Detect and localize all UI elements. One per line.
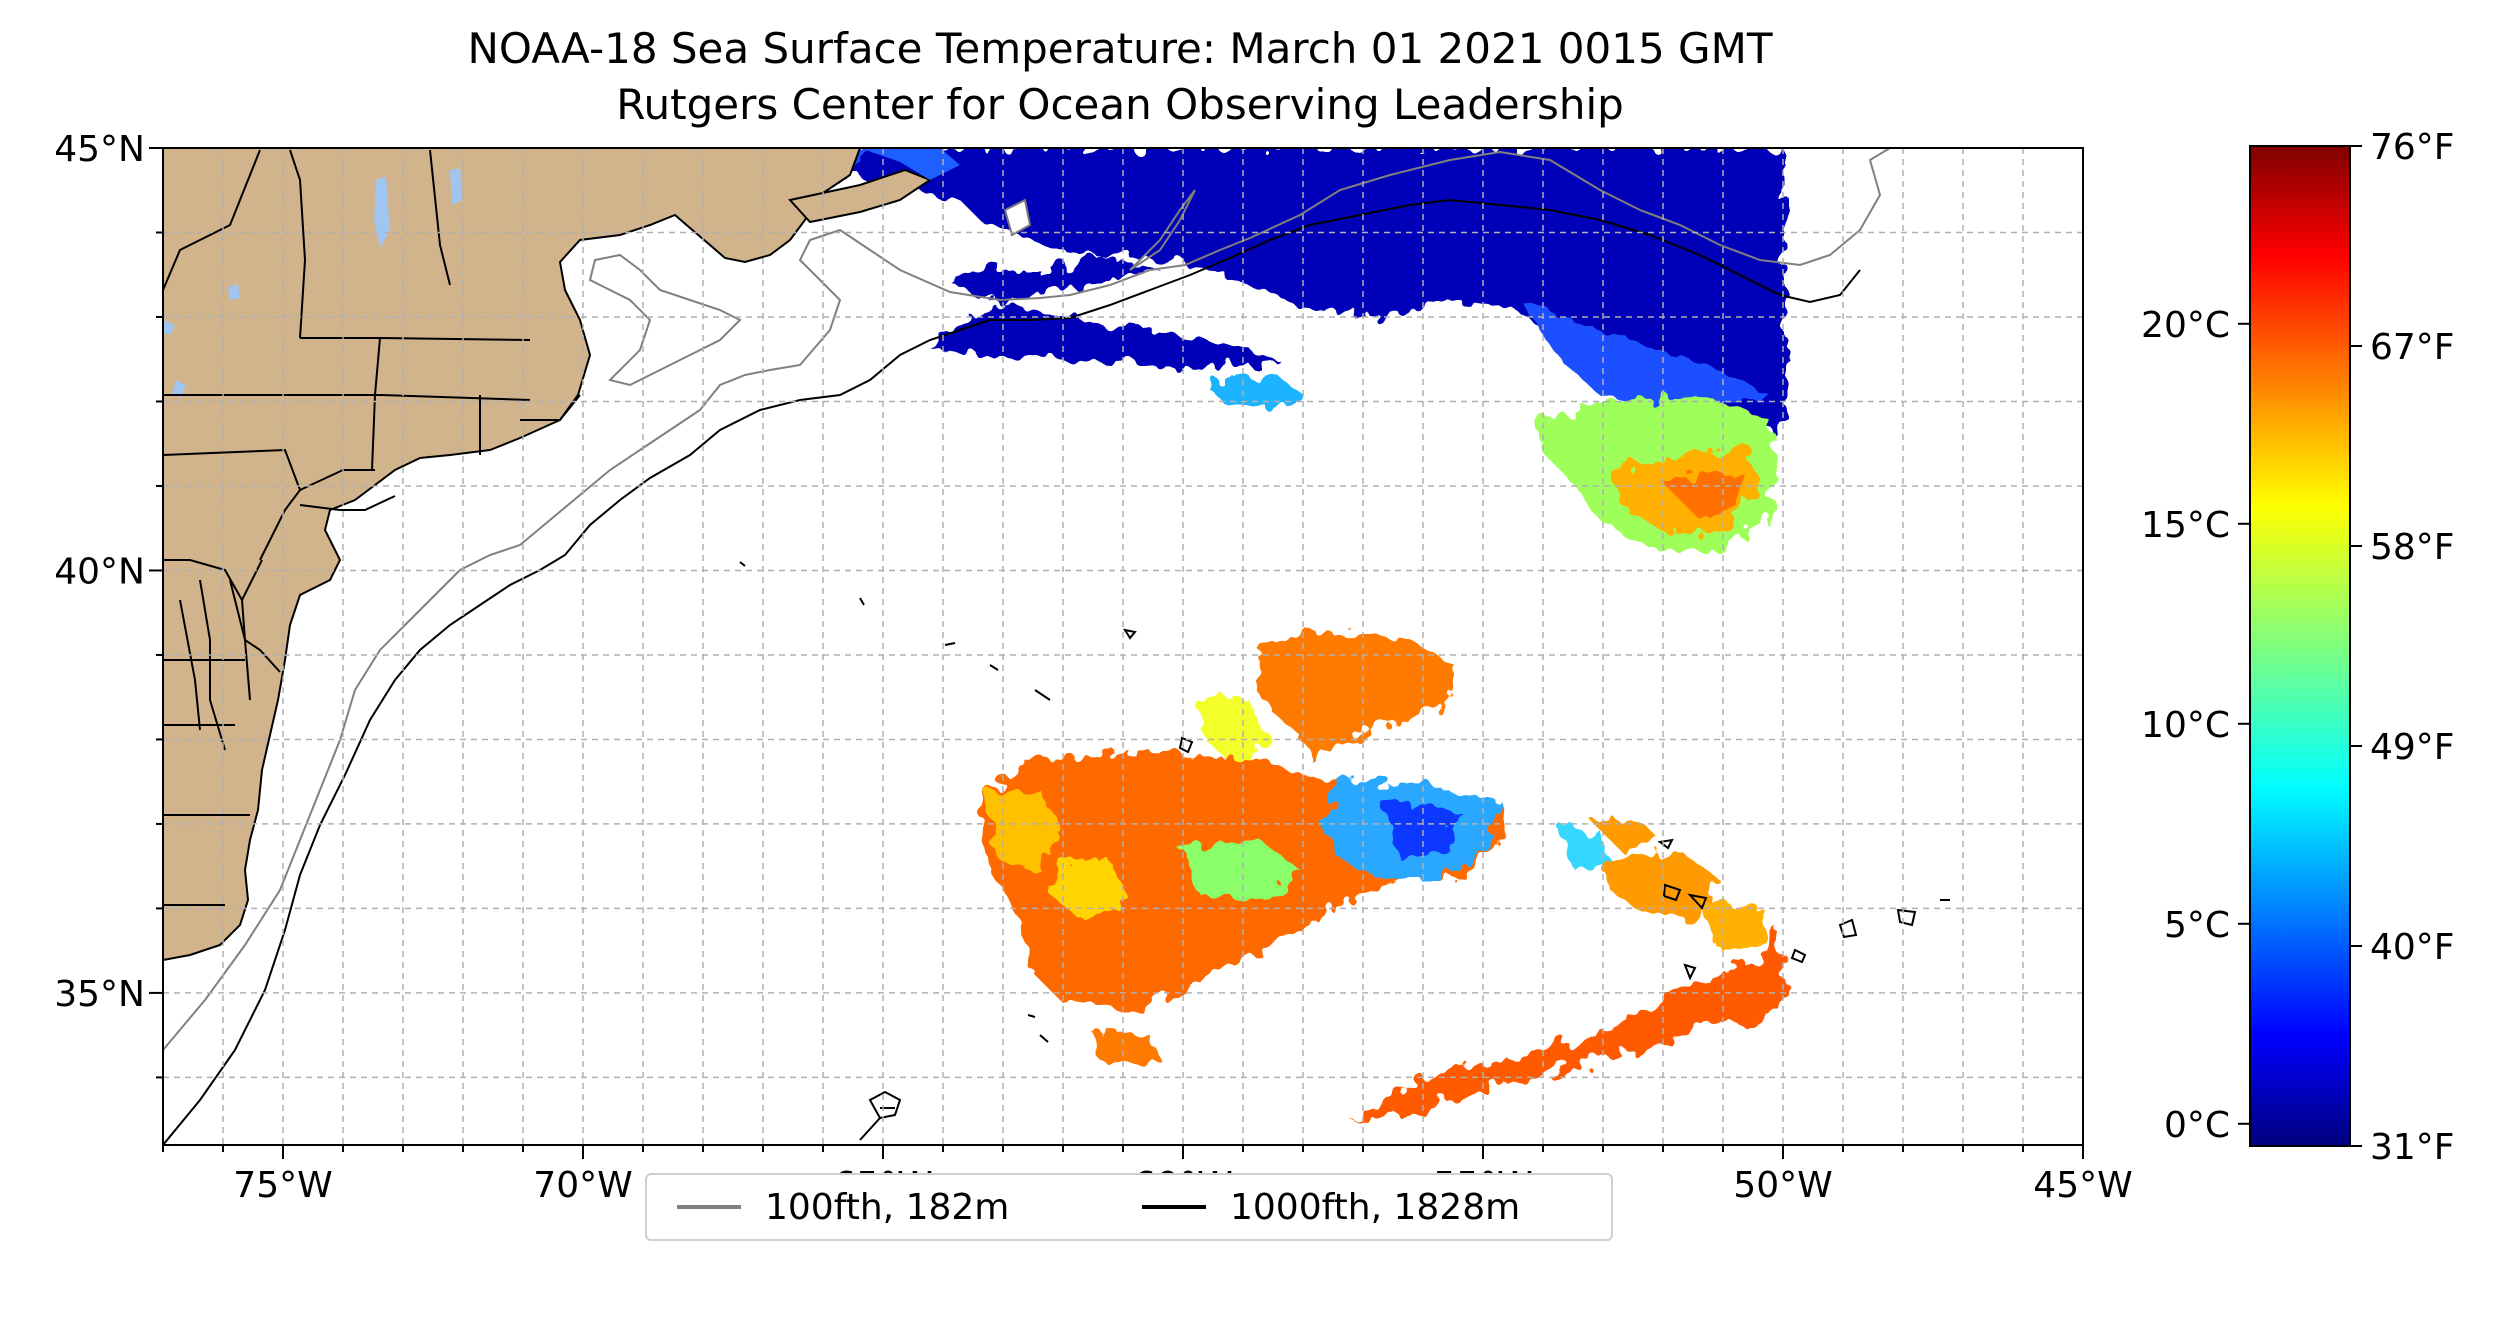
legend: 100fth, 182m 1000fth, 1828m (645, 1173, 1613, 1241)
colorbar-frame (2249, 145, 2351, 1147)
cbar-f-label: 31°F (2370, 1127, 2455, 1168)
lon-tick-label: 75°W (233, 1165, 332, 1206)
latitude-labels: 45°N 40°N 35°N (54, 129, 145, 1015)
lon-tick-label: 45°W (2033, 1165, 2132, 1206)
legend-item-100fth: 100fth, 182m (677, 1175, 1009, 1239)
gridlines (163, 148, 2083, 1145)
legend-swatch-1000fth (1142, 1205, 1206, 1209)
cbar-c-label: 15°C (2141, 505, 2230, 546)
legend-item-1000fth: 1000fth, 1828m (1142, 1175, 1520, 1239)
land (163, 148, 1032, 961)
cbar-c-label: 10°C (2141, 705, 2230, 746)
isobath-100fth (163, 148, 1891, 1051)
legend-label-100fth: 100fth, 182m (765, 1186, 1010, 1228)
figure-subtitle: Rutgers Center for Ocean Observing Leade… (616, 80, 1624, 129)
isobath-1000fth (163, 198, 1950, 1145)
lat-tick-label: 45°N (54, 129, 145, 170)
legend-label-1000fth: 1000fth, 1828m (1230, 1186, 1521, 1228)
cbar-f-label: 49°F (2370, 727, 2455, 768)
cbar-f-label: 67°F (2370, 327, 2455, 368)
lon-tick-label: 50°W (1733, 1165, 1832, 1206)
lat-tick-label: 35°N (54, 974, 145, 1015)
figure-title: NOAA-18 Sea Surface Temperature: March 0… (467, 24, 1773, 73)
cbar-f-label: 76°F (2370, 127, 2455, 168)
cbar-f-label: 58°F (2370, 527, 2455, 568)
cbar-c-label: 0°C (2164, 1105, 2230, 1146)
colorbar-fahrenheit-ticks: 31°F 40°F 49°F 58°F 67°F 76°F (2350, 127, 2455, 1168)
colorbar-celsius-ticks: 0°C 5°C 10°C 15°C 20°C (2141, 305, 2250, 1146)
cbar-f-label: 40°F (2370, 927, 2455, 968)
cbar-c-label: 5°C (2164, 905, 2230, 946)
cbar-c-label: 20°C (2141, 305, 2230, 346)
legend-swatch-100fth (677, 1205, 741, 1209)
colorbar (2250, 146, 2350, 1146)
lon-tick-label: 70°W (533, 1165, 632, 1206)
lat-tick-label: 40°N (54, 551, 145, 592)
axis-ticks (149, 147, 2084, 1159)
